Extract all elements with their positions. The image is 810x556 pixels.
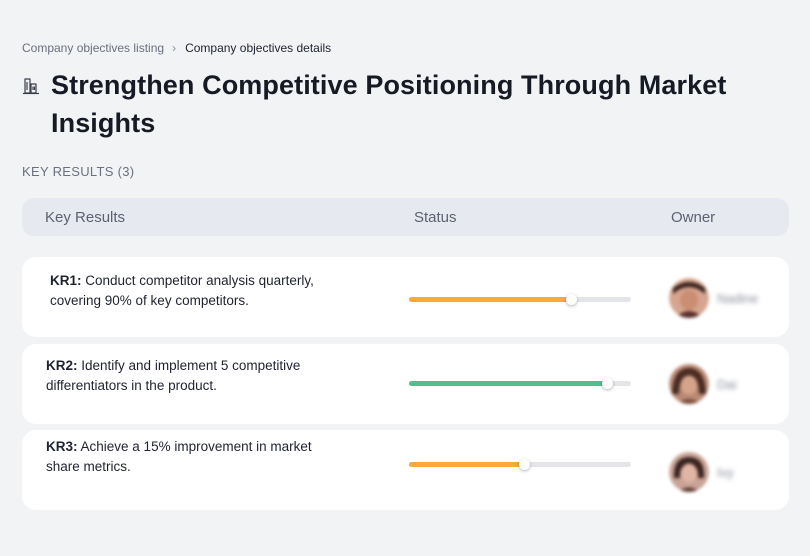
key-result-text: Achieve a 15% improvement in market shar… [46,439,312,474]
progress-bar [409,378,631,389]
breadcrumb: Company objectives listing › Company obj… [22,41,331,55]
column-header-key-results[interactable]: Key Results [45,209,126,226]
owner-cell[interactable]: Dai [669,364,737,404]
breadcrumb-link-objectives-listing[interactable]: Company objectives listing [22,41,165,55]
progress-bar [409,459,631,470]
breadcrumb-current: Company objectives details [185,41,332,55]
chevron-right-icon: › [172,41,177,55]
owner-name: Ivy [717,464,734,480]
progress-bar [409,294,631,305]
avatar [669,452,709,492]
owner-name: Nadine [717,290,759,306]
progress-fill [409,462,525,467]
key-result-row-kr3[interactable]: KR3: Achieve a 15% improvement in market… [22,430,789,510]
key-result-description: KR2: Identify and implement 5 competitiv… [46,356,346,396]
key-result-description: KR3: Achieve a 15% improvement in market… [46,437,346,477]
key-result-row-kr1[interactable]: KR1: Conduct competitor analysis quarter… [22,257,789,337]
avatar [669,364,709,404]
avatar [669,278,709,318]
owner-name: Dai [717,376,737,392]
key-result-code: KR3: [46,439,78,454]
progress-knob [601,378,613,389]
key-result-text: Identify and implement 5 competitive dif… [46,358,301,393]
owner-cell[interactable]: Nadine [669,278,758,318]
objective-header: Strengthen Competitive Positioning Throu… [22,66,782,142]
column-header-status[interactable]: Status [414,209,457,226]
buildings-icon [23,78,39,95]
page-title: Strengthen Competitive Positioning Throu… [51,70,727,138]
progress-knob [566,294,578,305]
key-result-code: KR1: [50,273,82,288]
column-header-owner[interactable]: Owner [671,209,716,226]
key-result-description: KR1: Conduct competitor analysis quarter… [50,271,350,311]
progress-fill [409,297,572,302]
key-result-row-kr2[interactable]: KR2: Identify and implement 5 competitiv… [22,344,789,424]
owner-cell[interactable]: Ivy [669,452,734,492]
key-result-text: Conduct competitor analysis quarterly, c… [50,273,314,308]
progress-knob [519,459,531,470]
key-results-count-label: KEY RESULTS (3) [22,164,135,179]
key-result-code: KR2: [46,358,78,373]
key-results-table-header: Key Results Status Owner [22,198,789,236]
progress-fill [409,381,607,386]
